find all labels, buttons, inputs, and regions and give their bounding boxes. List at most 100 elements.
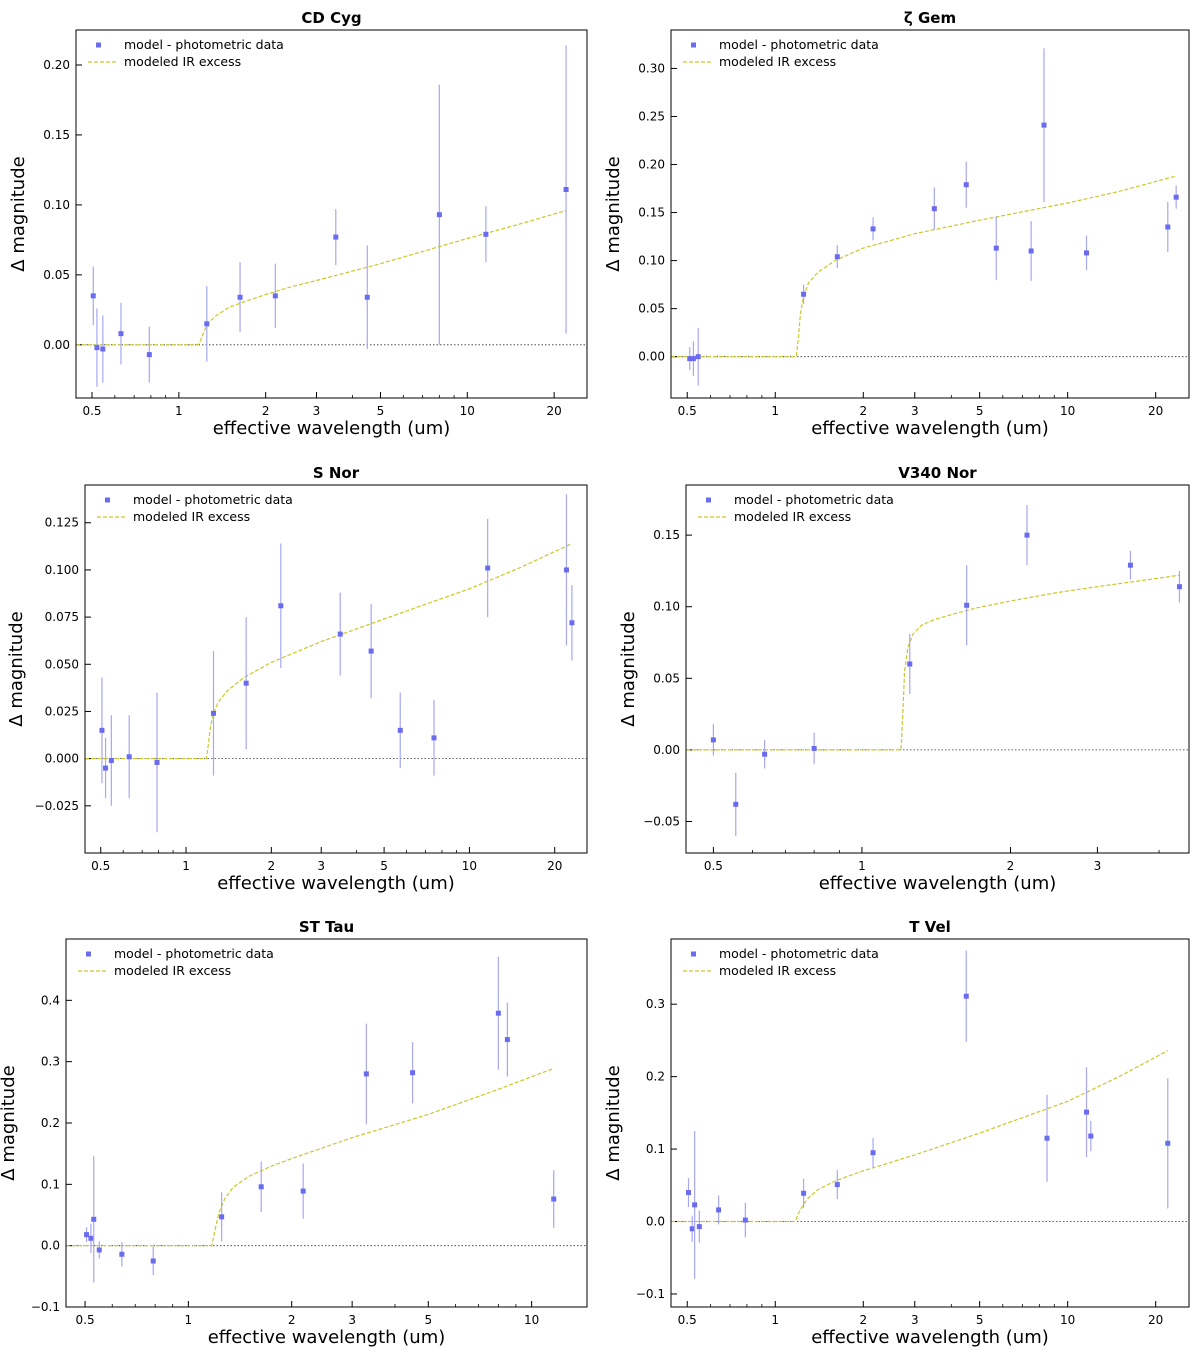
chart-panel-4: V340 Nor 0.5 1 2 3 −0.05 0.00 0.05 0.10 0.15 effec… bbox=[618, 464, 1190, 894]
x-tick-label: 3 bbox=[313, 404, 321, 418]
legend: model - photometric data modeled IR exces… bbox=[683, 946, 879, 978]
y-tick-label: 0.10 bbox=[653, 600, 680, 614]
legend: model - photometric data modeled IR exces… bbox=[78, 946, 274, 978]
data-point bbox=[811, 745, 817, 751]
data-point bbox=[1088, 1133, 1094, 1139]
data-point bbox=[84, 1232, 90, 1238]
legend-label-line: modeled IR excess bbox=[734, 509, 851, 524]
data-point bbox=[870, 226, 876, 232]
y-tick-label: 0.075 bbox=[45, 610, 79, 624]
x-tick-label: 2 bbox=[859, 404, 867, 418]
data-point bbox=[363, 1071, 369, 1077]
x-tick-label: 20 bbox=[546, 404, 561, 418]
x-tick-label: 3 bbox=[348, 1313, 356, 1327]
data-point bbox=[204, 321, 210, 327]
x-axis-label: effective wavelength (um) bbox=[811, 418, 1049, 439]
x-axis-label: effective wavelength (um) bbox=[217, 873, 455, 894]
data-point bbox=[1165, 224, 1171, 230]
x-tick-label: 5 bbox=[976, 404, 984, 418]
legend-label-line: modeled IR excess bbox=[133, 509, 250, 524]
data-point bbox=[118, 331, 124, 337]
y-tick-label: −0.05 bbox=[643, 814, 680, 828]
data-point bbox=[569, 620, 575, 626]
data-point bbox=[278, 603, 284, 609]
x-tick-label: 2 bbox=[1007, 859, 1015, 873]
y-tick-label: 0.15 bbox=[653, 528, 680, 542]
data-point bbox=[689, 1226, 695, 1232]
x-tick-label: 10 bbox=[524, 1313, 539, 1327]
chart-title: V340 Nor bbox=[898, 464, 977, 482]
data-point bbox=[495, 1010, 501, 1016]
x-tick-label: 10 bbox=[462, 859, 477, 873]
plot-frame bbox=[670, 29, 1190, 399]
data-point bbox=[1044, 1135, 1050, 1141]
x-axis-label: effective wavelength (um) bbox=[819, 873, 1057, 894]
y-tick-label: 0.1 bbox=[41, 1177, 60, 1191]
legend-marker-points bbox=[86, 951, 91, 957]
x-tick-label: 10 bbox=[1060, 404, 1075, 418]
legend-label-points: model - photometric data bbox=[719, 37, 879, 52]
y-axis-label: Δ magnitude bbox=[618, 611, 639, 726]
plot-frame bbox=[65, 938, 588, 1308]
data-point bbox=[551, 1196, 557, 1202]
y-axis-label: Δ magnitude bbox=[8, 156, 29, 271]
x-tick-label: 20 bbox=[547, 859, 562, 873]
x-tick-label: 1 bbox=[858, 859, 866, 873]
y-axis-label: Δ magnitude bbox=[0, 1065, 19, 1180]
data-point bbox=[99, 727, 105, 733]
chart-title: S Nor bbox=[313, 464, 360, 482]
x-tick-label: 1 bbox=[771, 1313, 779, 1327]
data-point bbox=[397, 727, 403, 733]
legend-label-line: modeled IR excess bbox=[124, 54, 241, 69]
data-point bbox=[1127, 562, 1133, 568]
data-point bbox=[485, 565, 491, 571]
y-tick-label: 0.0 bbox=[646, 1215, 665, 1229]
y-tick-label: 0.20 bbox=[43, 58, 70, 72]
chart-panel-2: ζ Gem 0.5 1 2 3 5 10 20 0.00 0.05 0.10 0.15 0.20 0.25… bbox=[603, 9, 1190, 439]
data-point bbox=[834, 1182, 840, 1188]
x-tick-label: 2 bbox=[859, 1313, 867, 1327]
y-tick-label: −0.025 bbox=[35, 799, 79, 813]
legend-label-line: modeled IR excess bbox=[719, 54, 836, 69]
x-tick-label: 20 bbox=[1148, 1313, 1163, 1327]
y-tick-label: 0.25 bbox=[638, 109, 665, 123]
plot-frame bbox=[670, 938, 1190, 1308]
data-point bbox=[690, 356, 696, 362]
modeled-ir-excess-line bbox=[66, 1067, 554, 1247]
data-point bbox=[710, 737, 716, 743]
x-tick-label: 10 bbox=[1060, 1313, 1075, 1327]
data-point bbox=[126, 754, 132, 760]
data-point bbox=[563, 567, 569, 573]
y-tick-label: 0.4 bbox=[41, 993, 60, 1007]
data-point bbox=[300, 1188, 306, 1194]
data-point bbox=[687, 356, 693, 362]
plot-area bbox=[76, 45, 569, 387]
data-point bbox=[931, 206, 937, 212]
x-tick-label: 2 bbox=[268, 859, 276, 873]
legend: model - photometric data modeled IR exces… bbox=[698, 492, 894, 524]
chart-panel-3: S Nor 0.5 1 2 3 5 10 20 −0.025 0.000 0.025 0.050 0.0… bbox=[6, 464, 588, 894]
x-tick-label: 1 bbox=[185, 1313, 193, 1327]
legend-label-line: modeled IR excess bbox=[719, 963, 836, 978]
data-point bbox=[834, 254, 840, 260]
plot-frame bbox=[685, 484, 1190, 854]
chart-panel-5: ST Tau 0.5 1 2 3 5 10 −0.1 0.0 0.1 0.2 0.3 0.4 effect… bbox=[0, 918, 588, 1348]
legend-label-points: model - photometric data bbox=[719, 946, 879, 961]
data-point bbox=[150, 1258, 156, 1264]
data-point bbox=[762, 751, 768, 757]
data-point bbox=[716, 1207, 722, 1213]
y-tick-label: 0.025 bbox=[45, 704, 79, 718]
x-tick-label: 0.5 bbox=[704, 859, 723, 873]
legend: model - photometric data modeled IR exces… bbox=[683, 37, 879, 69]
y-tick-label: 0.00 bbox=[638, 350, 665, 364]
x-tick-label: 0.5 bbox=[91, 859, 110, 873]
plot-frame bbox=[84, 484, 588, 854]
legend-marker-points bbox=[706, 497, 711, 503]
y-axis-label: Δ magnitude bbox=[603, 156, 624, 271]
modeled-ir-excess-line bbox=[76, 209, 567, 346]
x-tick-label: 1 bbox=[771, 404, 779, 418]
data-point bbox=[368, 648, 374, 654]
data-point bbox=[90, 293, 96, 299]
plot-area bbox=[85, 494, 575, 833]
y-tick-label: 0.00 bbox=[43, 338, 70, 352]
